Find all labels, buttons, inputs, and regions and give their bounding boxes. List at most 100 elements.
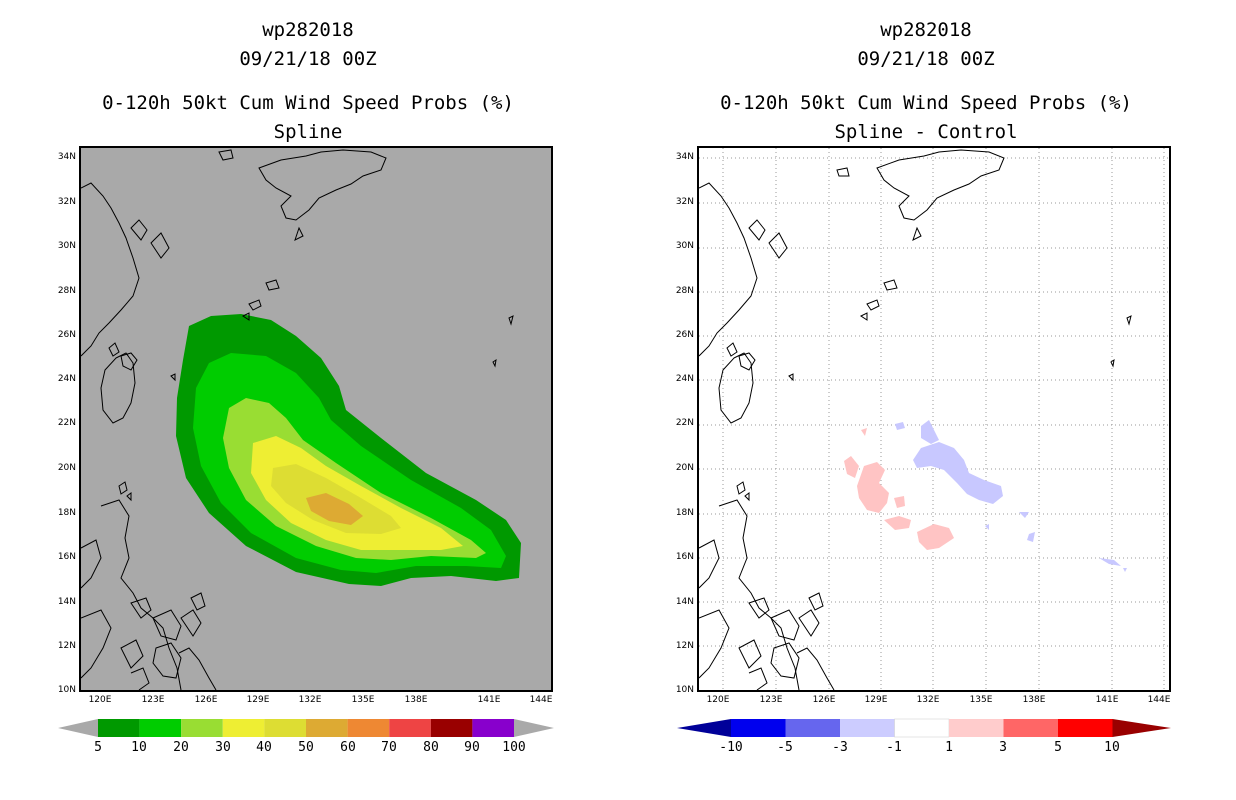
colorbar-swatch [389, 719, 431, 737]
storm-id: wp282018 [262, 19, 354, 41]
lat-label: 12N [675, 641, 694, 651]
colorbar-label: 5 [1054, 740, 1062, 755]
lat-label: 16N [675, 552, 694, 562]
lat-label: 26N [57, 330, 76, 340]
lat-label: 18N [57, 508, 76, 518]
colorbar-label: 100 [502, 740, 526, 755]
colorbar-label: 3 [999, 740, 1007, 755]
difference-colorbar-svg [677, 718, 1171, 738]
colorbar-upper-arrow [514, 719, 554, 737]
colorbar-lower-arrow [58, 719, 98, 737]
probability-colorbar-svg [58, 719, 554, 737]
prob-contour-30 [251, 436, 463, 550]
lon-label: 144E [1147, 695, 1171, 705]
colorbar-swatch [894, 718, 950, 738]
positive-difference-areas [844, 428, 954, 550]
lon-label: 141E [477, 695, 501, 705]
prob-contour-50 [306, 493, 363, 525]
colorbar-label: 1 [945, 740, 953, 755]
colorbar-label: 70 [381, 740, 397, 755]
lat-label: 12N [57, 641, 76, 651]
lon-label: 126E [194, 695, 218, 705]
colorbar-label: -1 [886, 740, 902, 755]
negative-difference-areas [895, 420, 1127, 572]
difference-map-canvas [699, 148, 1169, 690]
lon-label: 135E [969, 695, 993, 705]
lat-label: 10N [57, 685, 76, 695]
colorbar-swatch [472, 719, 514, 737]
colorbar-upper-arrow [1112, 719, 1171, 737]
lat-label: 28N [675, 286, 694, 296]
grid-lines [699, 148, 1169, 690]
lat-label: 30N [57, 241, 76, 251]
product-title: 0-120h 50kt Cum Wind Speed Probs (%) [720, 92, 1132, 114]
lat-label: 34N [57, 152, 76, 162]
difference-colorbar [677, 718, 1171, 738]
colorbar-label: -10 [719, 740, 743, 755]
colorbar-swatch [1058, 719, 1113, 737]
panel-label: Spline [273, 121, 343, 143]
colorbar-label: 5 [94, 740, 102, 755]
colorbar-lower-arrow [677, 719, 731, 737]
colorbar-label: 80 [423, 740, 439, 755]
lat-label: 26N [675, 330, 694, 340]
lon-label: 129E [864, 695, 888, 705]
colorbar-label: 10 [131, 740, 147, 755]
colorbar-label: 90 [464, 740, 480, 755]
probability-colorbar [58, 718, 554, 738]
colorbar-swatch [181, 719, 223, 737]
lat-label: 14N [675, 597, 694, 607]
forecast-datetime: 09/21/18 00Z [239, 48, 377, 70]
colorbar-swatch [840, 719, 895, 737]
lon-label: 120E [706, 695, 730, 705]
lon-label: 138E [1022, 695, 1046, 705]
lat-label: 32N [57, 197, 76, 207]
probability-map-canvas [81, 149, 521, 690]
lat-label: 14N [57, 597, 76, 607]
lat-label: 16N [57, 552, 76, 562]
coastline [81, 149, 514, 690]
colorbar-label: 10 [1104, 740, 1120, 755]
lon-label: 144E [529, 695, 553, 705]
lat-label: 24N [675, 374, 694, 384]
lon-label: 123E [759, 695, 783, 705]
colorbar-label: 30 [215, 740, 231, 755]
lon-label: 123E [141, 695, 165, 705]
lat-label: 22N [57, 418, 76, 428]
lon-label: 135E [351, 695, 375, 705]
lat-label: 20N [57, 463, 76, 473]
colorbar-swatch [430, 719, 473, 737]
lon-label: 129E [246, 695, 270, 705]
colorbar-label: 50 [298, 740, 314, 755]
lat-label: 10N [675, 685, 694, 695]
lon-label: 141E [1095, 695, 1119, 705]
colorbar-swatch [347, 719, 390, 737]
colorbar-swatch [98, 719, 140, 737]
lat-label: 22N [675, 418, 694, 428]
coastline [699, 149, 1132, 690]
lon-label: 132E [916, 695, 940, 705]
lon-label: 132E [298, 695, 322, 705]
lat-label: 18N [675, 508, 694, 518]
lat-label: 32N [675, 197, 694, 207]
lat-label: 34N [675, 152, 694, 162]
colorbar-label: 20 [173, 740, 189, 755]
colorbar-swatch [785, 719, 840, 737]
colorbar-label: 60 [340, 740, 356, 755]
colorbar-label: -3 [832, 740, 848, 755]
colorbar-swatch [731, 719, 786, 737]
lon-label: 126E [812, 695, 836, 705]
lat-label: 24N [57, 374, 76, 384]
difference-map [697, 146, 1171, 692]
left-panel-title: wp282018 09/21/18 00Z 0-120h 50kt Cum Wi… [68, 16, 548, 147]
colorbar-swatch [139, 719, 182, 737]
colorbar-swatch [222, 719, 265, 737]
storm-id: wp282018 [880, 19, 972, 41]
probability-map [79, 146, 553, 692]
colorbar-swatch [949, 719, 1004, 737]
colorbar-label: -5 [777, 740, 793, 755]
panel-label: Spline - Control [834, 121, 1018, 143]
product-title: 0-120h 50kt Cum Wind Speed Probs (%) [102, 92, 514, 114]
lon-label: 120E [88, 695, 112, 705]
colorbar-label: 40 [256, 740, 272, 755]
